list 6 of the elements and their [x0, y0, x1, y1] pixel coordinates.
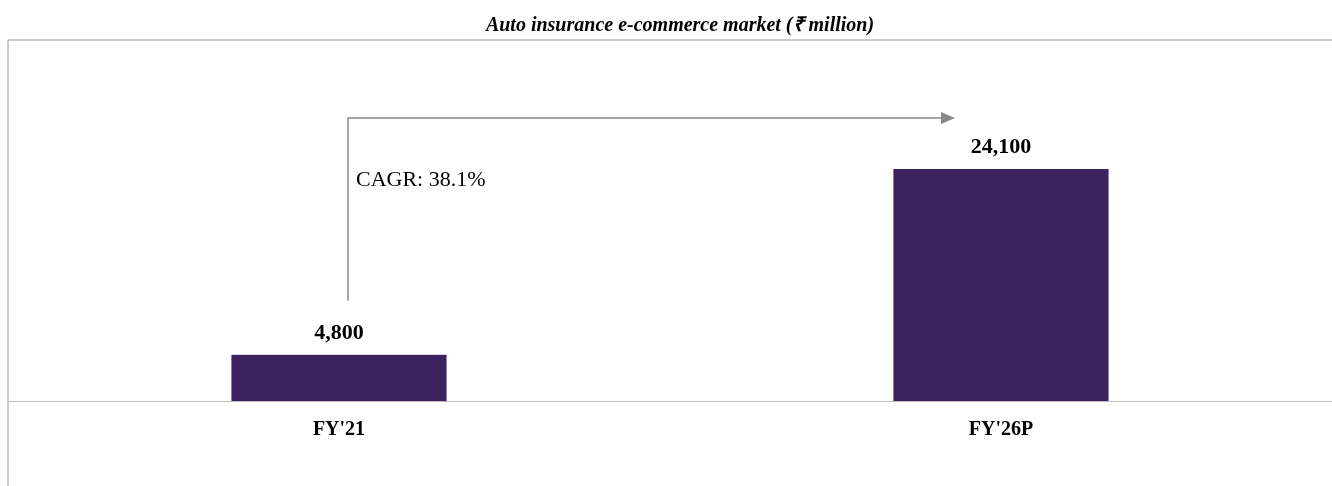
chart-title: Auto insurance e-commerce market (₹ million)	[483, 13, 875, 36]
annotation: CAGR: 38.1%	[356, 165, 486, 191]
data-label: 4,800	[314, 318, 364, 344]
x-tick-label: FY'26P	[968, 417, 1034, 440]
x-tick-label: FY'21	[312, 417, 366, 440]
data-label: 24,100	[970, 132, 1032, 158]
